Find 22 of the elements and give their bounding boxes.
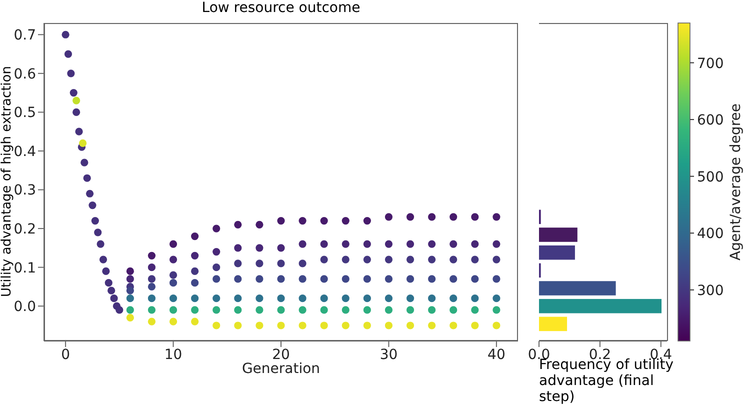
y-tick-label: 0.2 [14, 222, 36, 238]
color-bar-label: 400 [697, 226, 724, 242]
color-bar-label: 300 [697, 282, 724, 299]
x-tick-label: 0 [61, 346, 70, 363]
chart-title: Low resource outcome [200, 0, 362, 16]
y-tick-label: 0.1 [14, 260, 36, 276]
x-tick-label: 20 [272, 346, 290, 363]
color-bar-label: 700 [697, 56, 724, 72]
x-tick-label: 10 [164, 346, 182, 363]
y-tick-label: 0.7 [14, 28, 36, 44]
y-axis-title: Utility advantage of high extraction [0, 65, 14, 299]
color-bar-title: Agent/average degree [728, 104, 744, 260]
y-tick-label: 0.4 [14, 144, 36, 160]
x-tick-label: 30 [380, 346, 398, 363]
y-tick-label: 0.5 [14, 105, 36, 122]
y-tick-label: 0.6 [14, 66, 36, 82]
x-axis-title: Generation [242, 360, 320, 377]
x-tick-label: 40 [488, 346, 506, 363]
color-bar-label: 600 [697, 112, 724, 129]
y-tick-label: 0.0 [14, 299, 36, 316]
y-tick-label: 0.3 [14, 182, 36, 199]
color-bar-label: 500 [697, 169, 724, 186]
